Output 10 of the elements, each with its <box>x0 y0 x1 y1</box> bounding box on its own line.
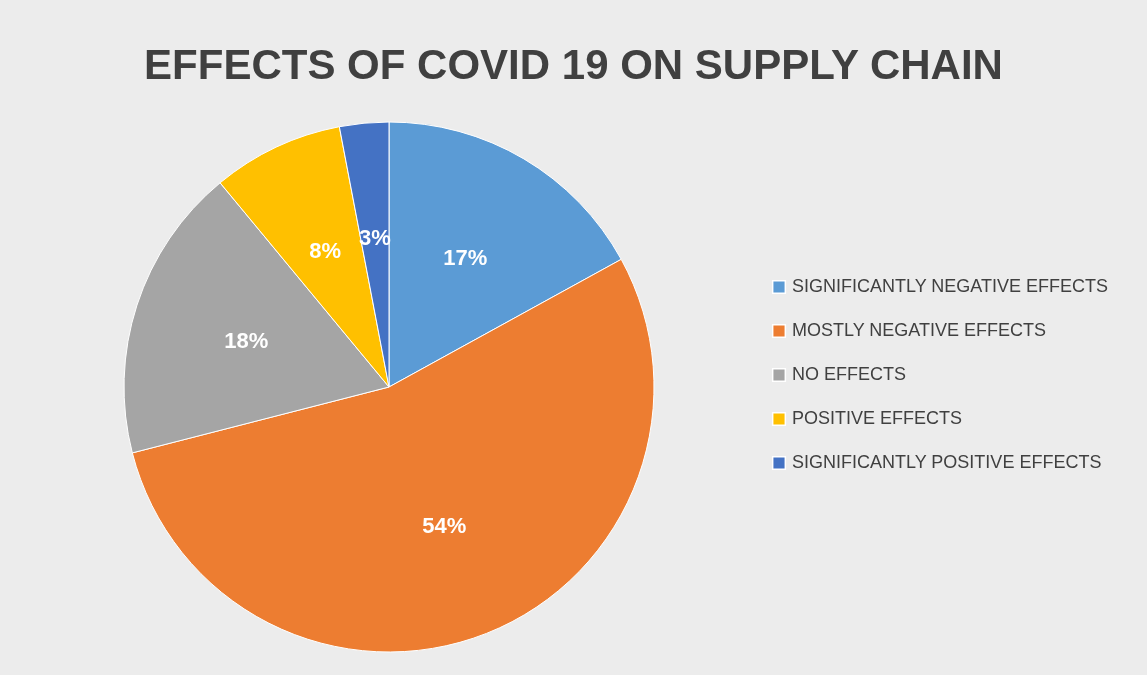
data-label: 17% <box>443 244 488 270</box>
legend-label: SIGNIFICANTLY POSITIVE EFFECTS <box>792 452 1102 472</box>
legend-label: MOSTLY NEGATIVE EFFECTS <box>792 320 1047 340</box>
legend-label: POSITIVE EFFECTS <box>792 408 963 428</box>
legend-label: SIGNIFICANTLY NEGATIVE EFFECTS <box>792 276 1109 296</box>
legend-label: NO EFFECTS <box>792 364 907 384</box>
data-label: 8% <box>309 238 342 264</box>
data-label: 18% <box>224 327 269 353</box>
data-label: 54% <box>422 513 467 539</box>
chart-title: EFFECTS OF COVID 19 ON SUPPLY CHAIN <box>144 41 1003 88</box>
